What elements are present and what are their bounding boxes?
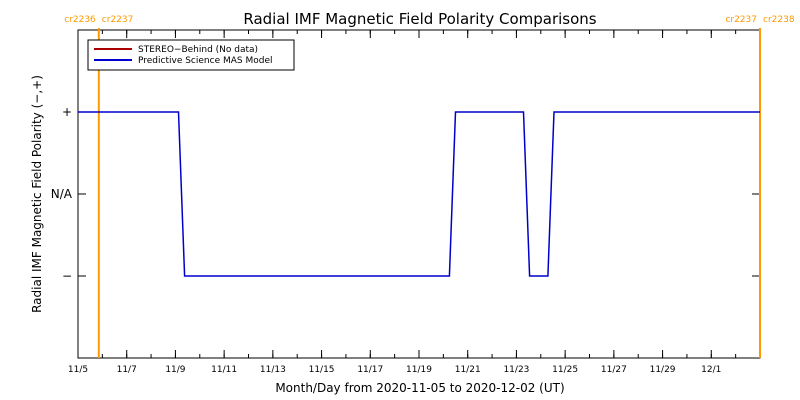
x-tick-label: 11/9	[165, 365, 185, 375]
x-tick-label: 11/17	[357, 365, 383, 375]
x-tick-label: 11/5	[68, 365, 88, 375]
x-tick-label: 11/25	[552, 365, 578, 375]
x-tick-label: 11/7	[117, 365, 137, 375]
x-axis: 11/5 11/7 11/9 11/11 11/13 11/15 11/17 11/19 11/…	[68, 30, 761, 375]
y-tick-label: −	[62, 269, 72, 283]
carrington-marker-left-label: cr2236	[64, 15, 96, 25]
legend-entry-label: Predictive Science MAS Model	[138, 56, 273, 66]
x-tick-label: 11/19	[406, 365, 432, 375]
legend-entry-label: STEREO−Behind (No data)	[138, 45, 258, 55]
x-tick-label: 12/1	[701, 365, 721, 375]
x-tick-label: 11/23	[503, 365, 529, 375]
plot-frame	[77, 29, 761, 359]
carrington-marker-right-label: cr2237	[102, 15, 134, 25]
chart-title: Radial IMF Magnetic Field Polarity Compa…	[243, 10, 596, 28]
y-tick-label: N/A	[51, 187, 73, 201]
legend: STEREO−Behind (No data)Predictive Scienc…	[87, 39, 295, 71]
x-tick-label: 11/15	[309, 365, 335, 375]
y-axis: + N/A −	[51, 105, 760, 283]
x-tick-label: 11/29	[650, 365, 676, 375]
plot-frame	[77, 29, 761, 359]
legend-box	[87, 39, 295, 71]
x-axis-label: Month/Day from 2020-11-05 to 2020-12-02 …	[275, 381, 564, 395]
carrington-marker-left-label: cr2237	[725, 15, 757, 25]
x-tick-label: 11/13	[260, 365, 286, 375]
series-line	[78, 111, 760, 277]
carrington-rotation-markers: cr2236 cr2237 cr2237 cr2238	[64, 15, 795, 358]
x-tick-label: 11/27	[601, 365, 627, 375]
x-tick-label: 11/11	[211, 365, 237, 375]
y-tick-label: +	[62, 105, 72, 119]
carrington-marker-right-label: cr2238	[763, 15, 795, 25]
series-lines	[78, 111, 760, 277]
x-tick-label: 11/21	[455, 365, 481, 375]
y-axis-label: Radial IMF Magnetic Field Polarity (−,+)	[30, 75, 44, 313]
